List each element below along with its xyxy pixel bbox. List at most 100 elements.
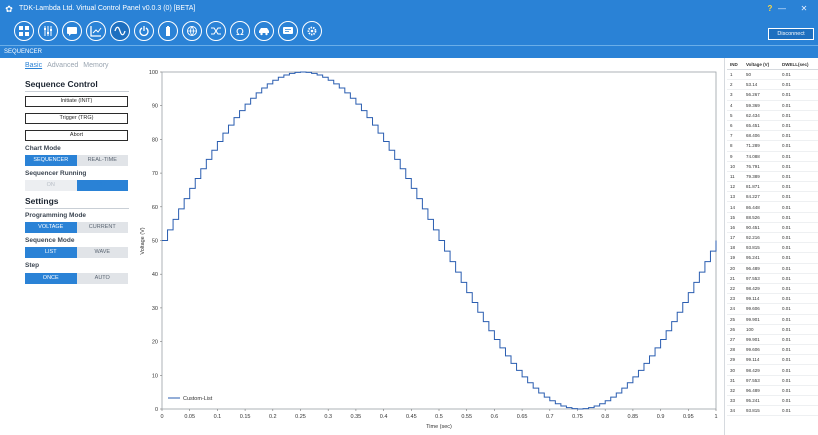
cell-ind[interactable]: 4	[730, 102, 733, 108]
table-row[interactable]: 26 100 0.01	[727, 325, 818, 335]
sliders-icon[interactable]	[38, 21, 58, 41]
cell-dwell[interactable]: 0.01	[782, 72, 791, 78]
cell-dwell[interactable]: 0.01	[782, 184, 791, 190]
cell-ind[interactable]: 26	[730, 326, 736, 332]
cell-voltage[interactable]: 79.389	[746, 173, 760, 179]
table-row[interactable]: 1 50 0.01	[727, 70, 818, 81]
help-button[interactable]: ?	[767, 4, 773, 13]
shuffle-icon[interactable]	[206, 21, 226, 41]
cell-voltage[interactable]: 56.267	[746, 92, 760, 98]
cell-dwell[interactable]: 0.01	[782, 367, 791, 373]
table-row[interactable]: 15 88.526 0.01	[727, 213, 818, 223]
cell-voltage[interactable]: 99.114	[746, 357, 760, 363]
cell-voltage[interactable]: 96.489	[746, 387, 760, 393]
running-on-option[interactable]: ON	[25, 180, 77, 191]
cell-dwell[interactable]: 0.01	[782, 398, 791, 404]
car-icon[interactable]	[254, 21, 274, 41]
table-row[interactable]: 6 65.451 0.01	[727, 121, 818, 132]
table-row[interactable]: 25 99.901 0.01	[727, 315, 818, 325]
cell-voltage[interactable]: 74.088	[746, 153, 760, 159]
table-row[interactable]: 33 95.241 0.01	[727, 396, 818, 407]
cell-dwell[interactable]: 0.01	[782, 245, 791, 251]
cell-ind[interactable]: 13	[730, 194, 736, 200]
cell-ind[interactable]: 31	[730, 377, 736, 383]
table-row[interactable]: 19 95.241 0.01	[727, 253, 818, 264]
cell-voltage[interactable]: 92.216	[746, 235, 760, 241]
cell-dwell[interactable]: 0.01	[782, 235, 791, 241]
cell-ind[interactable]: 23	[730, 296, 736, 302]
once-option[interactable]: ONCE	[25, 273, 77, 284]
running-off-option[interactable]: OFF	[76, 180, 128, 191]
cell-ind[interactable]: 16	[730, 224, 736, 230]
minimize-button[interactable]: —	[778, 4, 786, 13]
cell-dwell[interactable]: 0.01	[782, 377, 791, 383]
cell-dwell[interactable]: 0.01	[782, 204, 791, 210]
cell-ind[interactable]: 24	[730, 306, 736, 312]
grid-icon[interactable]	[14, 21, 34, 41]
table-row[interactable]: 10 76.791 0.01	[727, 162, 818, 172]
cell-voltage[interactable]: 86.448	[746, 204, 760, 210]
cell-ind[interactable]: 9	[730, 153, 733, 159]
cell-dwell[interactable]: 0.01	[782, 82, 791, 88]
globe-icon[interactable]	[182, 21, 202, 41]
cell-voltage[interactable]: 81.871	[746, 184, 760, 190]
cell-voltage[interactable]: 99.901	[746, 336, 760, 342]
cell-voltage[interactable]: 95.241	[746, 255, 760, 261]
cell-voltage[interactable]: 98.429	[746, 286, 760, 292]
cell-ind[interactable]: 11	[730, 173, 735, 179]
cell-voltage[interactable]: 99.114	[746, 296, 760, 302]
current-option[interactable]: CURRENT	[76, 222, 128, 233]
table-row[interactable]: 32 96.489 0.01	[727, 386, 818, 396]
cell-voltage[interactable]: 50	[746, 72, 752, 78]
cell-ind[interactable]: 3	[730, 92, 733, 98]
table-row[interactable]: 3 56.267 0.01	[727, 90, 818, 101]
table-row[interactable]: 9 74.088 0.01	[727, 152, 818, 162]
table-row[interactable]: 13 84.227 0.01	[727, 192, 818, 203]
table-row[interactable]: 29 99.114 0.01	[727, 355, 818, 366]
omega-icon[interactable]: Ω	[230, 21, 250, 41]
table-row[interactable]: 7 68.406 0.01	[727, 131, 818, 142]
table-row[interactable]: 27 99.901 0.01	[727, 335, 818, 346]
cell-ind[interactable]: 7	[730, 133, 733, 139]
cell-dwell[interactable]: 0.01	[782, 214, 791, 220]
sequencer-option[interactable]: SEQUENCER	[25, 155, 77, 166]
table-row[interactable]: 28 99.606 0.01	[727, 345, 818, 356]
cell-ind[interactable]: 12	[730, 184, 736, 190]
tab-memory[interactable]: Memory	[83, 62, 109, 69]
cell-ind[interactable]: 28	[730, 347, 736, 353]
cell-dwell[interactable]: 0.01	[782, 347, 791, 353]
close-button[interactable]: ✕	[800, 4, 808, 13]
cell-voltage[interactable]: 93.815	[746, 408, 760, 414]
cell-dwell[interactable]: 0.01	[782, 92, 791, 98]
cell-voltage[interactable]: 98.429	[746, 367, 760, 373]
cell-voltage[interactable]: 65.451	[746, 123, 760, 129]
wave-option[interactable]: WAVE	[76, 247, 128, 258]
table-row[interactable]: 8 71.289 0.01	[727, 141, 818, 152]
header-ind[interactable]: IND	[730, 62, 738, 67]
cell-ind[interactable]: 27	[730, 336, 736, 342]
table-row[interactable]: 4 59.369 0.01	[727, 101, 818, 111]
table-row[interactable]: 14 86.448 0.01	[727, 202, 818, 213]
cell-ind[interactable]: 20	[730, 265, 736, 271]
cell-dwell[interactable]: 0.01	[782, 194, 791, 200]
message-icon[interactable]	[278, 21, 298, 41]
table-row[interactable]: 16 90.451 0.01	[727, 223, 818, 233]
trigger-button[interactable]: Trigger (TRG)	[25, 113, 128, 124]
table-row[interactable]: 5 62.434 0.01	[727, 111, 818, 121]
tab-basic[interactable]: Basic	[25, 62, 43, 69]
cell-ind[interactable]: 33	[730, 398, 736, 404]
cell-voltage[interactable]: 68.406	[746, 133, 760, 139]
gear-icon[interactable]	[302, 21, 322, 41]
real-time-option[interactable]: REAL-TIME	[76, 155, 128, 166]
table-row[interactable]: 2 53.14 0.01	[727, 80, 818, 91]
cell-dwell[interactable]: 0.01	[782, 286, 791, 292]
cell-dwell[interactable]: 0.01	[782, 357, 791, 363]
cell-voltage[interactable]: 99.606	[746, 347, 760, 353]
initiate-button[interactable]: Initiate (INIT)	[25, 96, 128, 107]
cell-ind[interactable]: 10	[730, 163, 736, 169]
cell-ind[interactable]: 14	[730, 204, 736, 210]
cell-ind[interactable]: 6	[730, 123, 733, 129]
wave-icon[interactable]	[110, 21, 130, 41]
table-row[interactable]: 17 92.216 0.01	[727, 233, 818, 244]
cell-ind[interactable]: 2	[730, 82, 733, 88]
